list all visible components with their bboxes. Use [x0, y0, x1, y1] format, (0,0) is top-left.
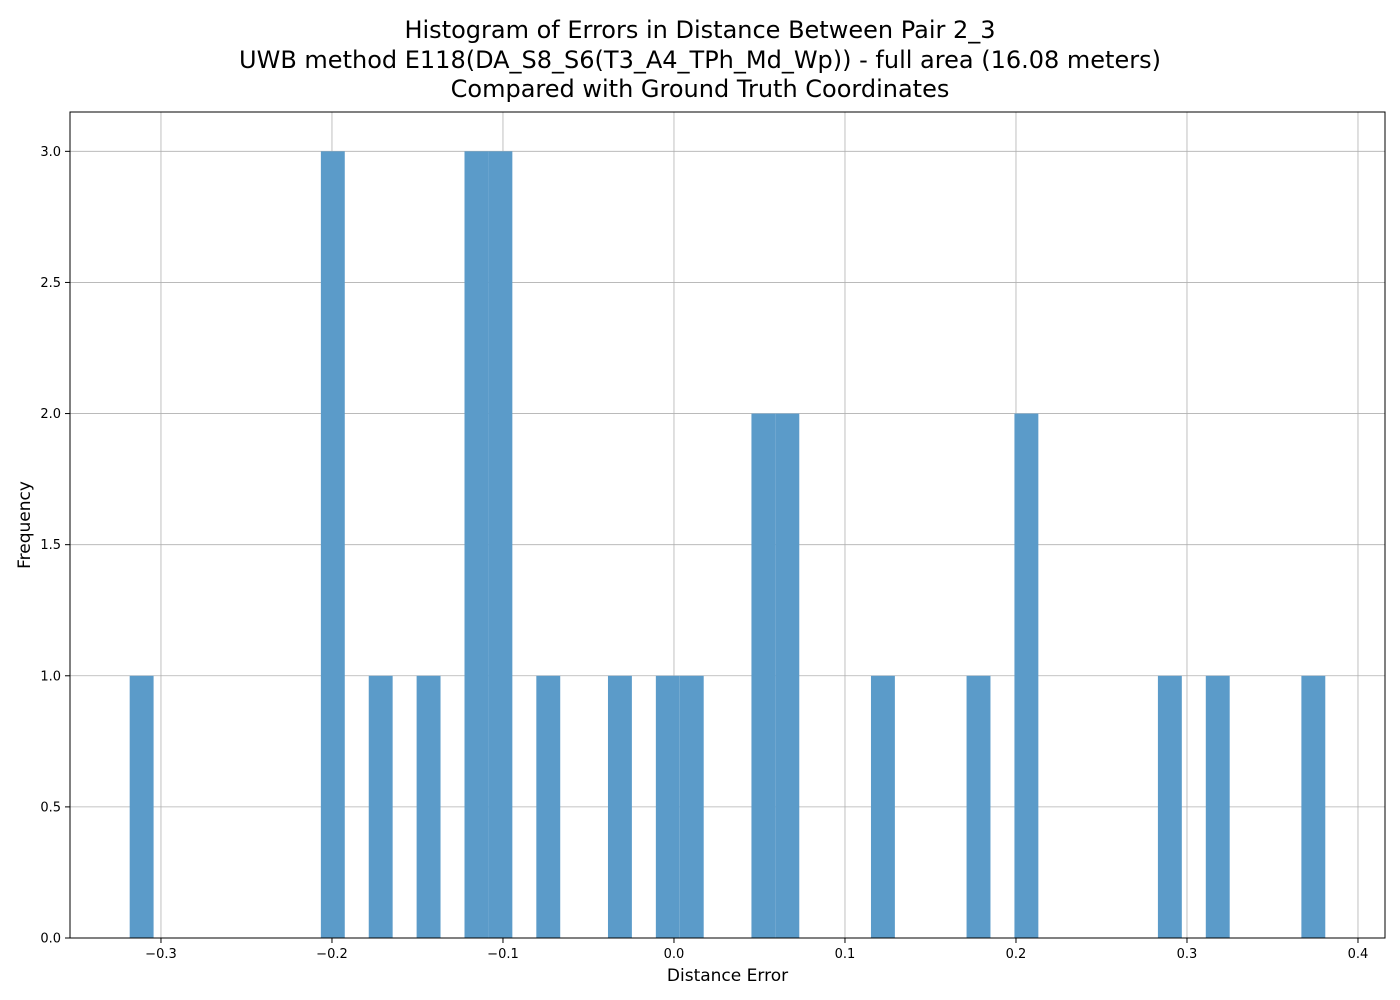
- y-tick-label: 0.5: [40, 800, 61, 815]
- histogram-bar: [536, 675, 561, 938]
- chart-title: Histogram of Errors in Distance Between …: [0, 16, 1400, 105]
- plot-frame: [69, 111, 1386, 939]
- y-tick-label: 1.5: [40, 538, 61, 553]
- x-tick-label: 0.3: [1177, 947, 1198, 962]
- chart-title-line-3: Compared with Ground Truth Coordinates: [450, 75, 950, 103]
- histogram-bar: [775, 413, 800, 938]
- histogram-bar: [1157, 675, 1182, 938]
- histogram-bar: [1014, 413, 1039, 938]
- y-axis-label: Frequency: [15, 481, 35, 569]
- y-tick-label: 0.0: [40, 932, 61, 947]
- bars-layer: [129, 151, 1326, 939]
- chart-title-line-1: Histogram of Errors in Distance Between …: [404, 16, 996, 44]
- chart-title-line-2: UWB method E118(DA_S8_S6(T3_A4_TPh_Md_Wp…: [239, 45, 1161, 74]
- x-tick-label: 0.0: [664, 947, 685, 962]
- histogram-bar: [1301, 675, 1326, 938]
- x-tick-label: −0.2: [316, 947, 348, 962]
- histogram-bar: [320, 151, 345, 939]
- x-axis-label: Distance Error: [667, 966, 788, 986]
- ticks-layer: −0.3 −0.2 −0.1 0.0 0.1 0.2 0.3 0.4 0.0 0.5 1.0 1.5 2…: [40, 145, 1368, 962]
- y-tick-label: 1.0: [40, 669, 61, 684]
- grid-layer: [70, 112, 1385, 939]
- histogram-bar: [655, 675, 680, 938]
- histogram-bar: [607, 675, 632, 938]
- histogram-bar: [416, 675, 441, 938]
- x-tick-label: 0.4: [1348, 947, 1369, 962]
- histogram-bar: [1205, 675, 1230, 938]
- histogram-bar: [368, 675, 393, 938]
- histogram-bar: [488, 151, 513, 939]
- histogram-bar: [751, 413, 776, 938]
- x-tick-label: −0.3: [145, 947, 177, 962]
- histogram-bar: [464, 151, 489, 939]
- x-tick-label: −0.1: [487, 947, 519, 962]
- histogram-bar: [870, 675, 895, 938]
- histogram-bar: [966, 675, 991, 938]
- y-tick-label: 2.0: [40, 407, 61, 422]
- histogram-bar: [129, 675, 154, 938]
- y-tick-label: 2.5: [40, 276, 61, 291]
- x-tick-label: 0.1: [835, 947, 856, 962]
- x-tick-label: 0.2: [1006, 947, 1027, 962]
- y-tick-label: 3.0: [40, 145, 61, 160]
- histogram-bar: [679, 675, 704, 938]
